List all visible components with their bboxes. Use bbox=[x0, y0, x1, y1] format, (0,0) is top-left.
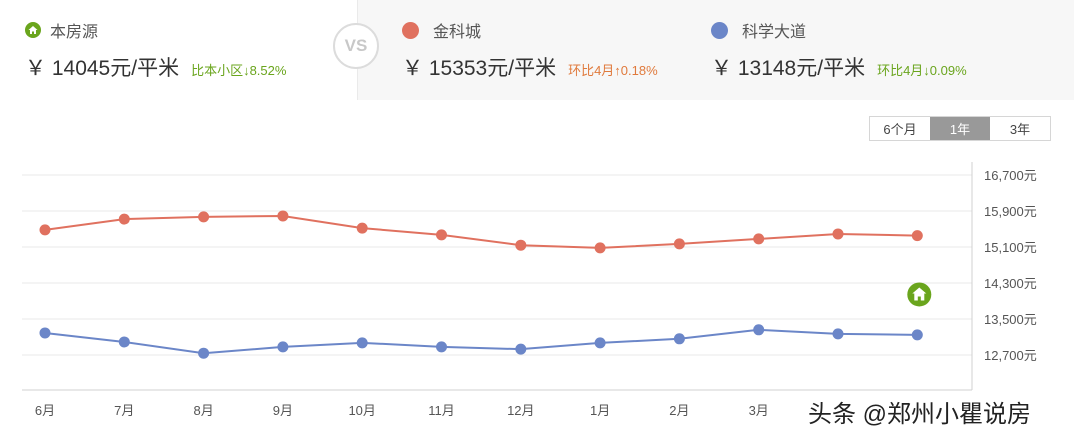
tab-6-months[interactable]: 6个月 bbox=[870, 117, 930, 140]
x-tick-label: 6月 bbox=[35, 403, 55, 418]
compare-block-kexuedadao: 科学大道 ￥ 13148元/平米 环比4月↓0.09% bbox=[711, 18, 967, 82]
data-point[interactable] bbox=[277, 341, 289, 353]
x-tick-label: 9月 bbox=[273, 403, 293, 418]
tab-3-years[interactable]: 3年 bbox=[990, 117, 1050, 140]
x-tick-label: 2月 bbox=[669, 403, 689, 418]
series-line bbox=[44, 328, 918, 355]
data-point[interactable] bbox=[436, 341, 447, 353]
x-tick-label: 1月 bbox=[590, 403, 610, 418]
compare-label: 科学大道 bbox=[742, 24, 807, 41]
compare-delta: 环比4月↑0.18% bbox=[568, 63, 658, 78]
own-property-price: ￥ 14045元/平米 bbox=[25, 57, 180, 80]
x-tick-label: 10月 bbox=[348, 403, 375, 418]
y-tick-label: 12,700元 bbox=[984, 348, 1037, 363]
data-point[interactable] bbox=[118, 213, 130, 225]
data-point[interactable] bbox=[515, 239, 527, 251]
x-tick-label: 11月 bbox=[428, 403, 455, 418]
home-icon bbox=[25, 22, 41, 38]
compare-delta: 环比4月↓0.09% bbox=[877, 63, 967, 78]
data-point[interactable] bbox=[594, 242, 606, 254]
home-marker-icon[interactable] bbox=[907, 282, 932, 307]
data-point[interactable] bbox=[356, 337, 368, 349]
price-trend-chart: 16,700元 15,900元 15,100元 14,300元 13,500元 12,70… bbox=[22, 162, 1037, 418]
data-point[interactable] bbox=[911, 329, 923, 341]
series-dot-icon bbox=[711, 21, 728, 39]
x-tick-label: 8月 bbox=[193, 403, 213, 418]
y-tick-label: 14,300元 bbox=[984, 276, 1037, 291]
vs-badge: VS bbox=[333, 23, 379, 69]
x-tick-label: 12月 bbox=[507, 403, 534, 418]
tab-1-year[interactable]: 1年 bbox=[930, 117, 990, 140]
compare-price: ￥ 15353元/平米 bbox=[402, 57, 557, 80]
data-point[interactable] bbox=[673, 333, 685, 345]
own-property-block: 本房源 ￥ 14045元/平米 比本小区↓8.52% bbox=[25, 18, 286, 82]
data-point[interactable] bbox=[198, 347, 210, 359]
own-property-panel: 本房源 ￥ 14045元/平米 比本小区↓8.52% bbox=[0, 0, 357, 100]
y-tick-label: 13,500元 bbox=[984, 312, 1037, 327]
data-point[interactable] bbox=[832, 228, 844, 240]
y-tick-label: 16,700元 bbox=[984, 168, 1037, 183]
time-range-selector: 6个月 1年 3年 bbox=[869, 116, 1051, 141]
own-property-delta: 比本小区↓8.52% bbox=[191, 63, 287, 78]
data-point[interactable] bbox=[515, 343, 527, 355]
compare-price: ￥ 13148元/平米 bbox=[711, 57, 866, 80]
data-point[interactable] bbox=[356, 222, 368, 234]
x-tick-label: 7月 bbox=[114, 403, 134, 418]
watermark: 头条 @郑州小瞿说房 bbox=[808, 401, 1032, 428]
compare-block-jinkecheng: 金科城 ￥ 15353元/平米 环比4月↑0.18% bbox=[402, 18, 658, 82]
comparison-header: 本房源 ￥ 14045元/平米 比本小区↓8.52% 金科城 ￥ 15353元/… bbox=[0, 0, 1074, 100]
data-point[interactable] bbox=[673, 238, 685, 250]
data-point[interactable] bbox=[911, 230, 923, 242]
x-tick-label: 3月 bbox=[749, 403, 769, 418]
data-point[interactable] bbox=[198, 211, 210, 223]
y-tick-label: 15,900元 bbox=[984, 204, 1037, 219]
data-point[interactable] bbox=[832, 328, 844, 340]
data-point[interactable] bbox=[39, 327, 51, 339]
data-point[interactable] bbox=[753, 324, 765, 336]
data-point[interactable] bbox=[118, 336, 130, 348]
compare-panel: 金科城 ￥ 15353元/平米 环比4月↑0.18% 科学大道 ￥ 13148元… bbox=[357, 0, 1074, 100]
data-point[interactable] bbox=[39, 224, 51, 236]
series-line bbox=[44, 214, 918, 249]
series-dot-icon bbox=[402, 21, 419, 39]
data-point[interactable] bbox=[436, 229, 447, 241]
compare-label: 金科城 bbox=[433, 24, 482, 41]
y-tick-label: 15,100元 bbox=[984, 240, 1037, 255]
data-point[interactable] bbox=[753, 233, 765, 245]
data-point[interactable] bbox=[277, 210, 289, 222]
own-property-label: 本房源 bbox=[50, 24, 99, 41]
data-point[interactable] bbox=[594, 337, 606, 349]
